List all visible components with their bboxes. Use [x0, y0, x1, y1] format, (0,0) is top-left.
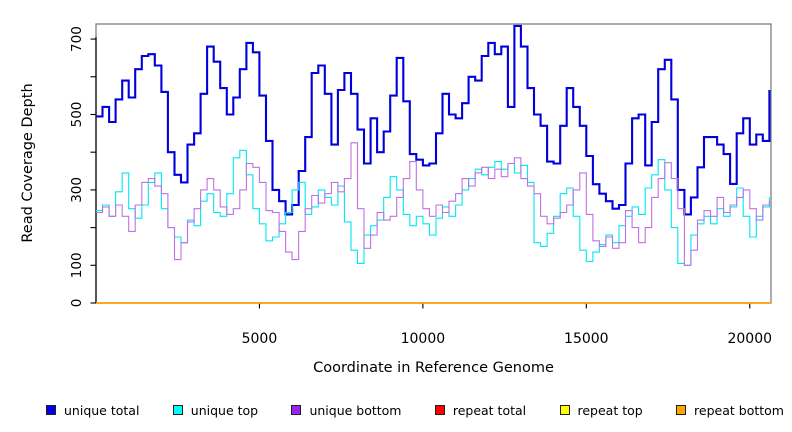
series-line-unique-bottom [96, 142, 770, 266]
legend-item-repeat-bottom: repeat bottom [676, 403, 784, 418]
legend-label-unique-bottom: unique bottom [309, 402, 402, 418]
y-axis-title: Read Coverage Depth [20, 83, 36, 243]
legend-label-repeat-total: repeat total [452, 402, 527, 418]
legend-item-unique-top: unique top [172, 402, 259, 418]
legend-label-unique-top: unique top [190, 402, 259, 418]
legend-item-unique-bottom: unique bottom [291, 402, 402, 418]
x-tick-label: 20000 [727, 331, 772, 347]
series-line-unique-total [96, 24, 771, 216]
legend-swatch-unique-bottom [291, 405, 302, 415]
legend-swatch-repeat-bottom [676, 405, 687, 415]
y-tick-label: 100 [69, 252, 85, 278]
x-tick-label: 10000 [401, 331, 446, 347]
x-axis-title: Coordinate in Reference Genome [313, 360, 554, 376]
x-tick-label: 5000 [242, 331, 278, 347]
y-tick-label: 700 [69, 26, 85, 52]
legend-item-repeat-top: repeat top [559, 402, 643, 418]
legend-swatch-unique-total [46, 405, 56, 415]
legend-swatch-unique-top [172, 405, 183, 415]
coverage-plot: 0 100 300 500 700 5000 10000 15000 20000 [69, 23, 772, 347]
y-tick-label: 300 [69, 177, 85, 203]
legend-item-repeat-total: repeat total [434, 402, 527, 418]
y-tick-label: 500 [69, 102, 85, 128]
legend-label-repeat-top: repeat top [577, 402, 643, 418]
x-tick-label: 15000 [564, 331, 609, 347]
legend-swatch-repeat-total [434, 405, 445, 415]
legend-item-unique-total: unique total [46, 403, 139, 418]
legend-swatch-repeat-top [559, 405, 570, 415]
legend: unique total unique top unique bottom repea… [46, 400, 784, 420]
legend-label-repeat-bottom: repeat bottom [694, 402, 784, 418]
y-tick-label: 0 [69, 299, 85, 308]
legend-label-unique-total: unique total [64, 402, 140, 418]
series-line-unique-top [96, 149, 770, 266]
